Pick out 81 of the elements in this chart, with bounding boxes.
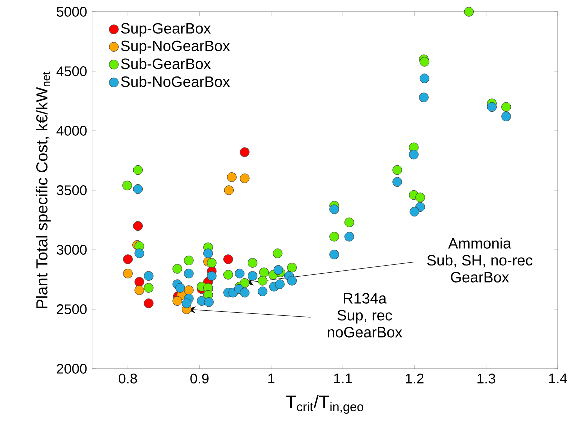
point — [207, 258, 217, 268]
point — [392, 177, 402, 188]
point — [134, 248, 144, 258]
y-tick-label: 4500 — [56, 66, 87, 76]
point — [204, 298, 214, 308]
point — [487, 102, 497, 112]
annotation: R134a Sup, rec noGearBox — [328, 293, 403, 338]
point — [227, 172, 237, 182]
point — [133, 221, 144, 232]
point — [184, 286, 194, 296]
x-tick-label: 1.4 — [549, 374, 568, 384]
point — [184, 256, 194, 266]
point — [182, 298, 192, 308]
point — [133, 165, 144, 176]
point — [235, 268, 245, 279]
point — [240, 278, 250, 288]
point — [144, 283, 154, 293]
annotation: Ammonia Sub, SH, no-rec GearBox — [427, 238, 533, 283]
y-tick-label: 2500 — [57, 304, 87, 314]
point — [502, 102, 512, 112]
point — [420, 74, 430, 84]
point — [134, 277, 144, 287]
point — [144, 298, 154, 308]
point — [287, 276, 298, 286]
point — [344, 232, 354, 242]
legend-label: Sub-GearBox — [121, 58, 212, 70]
y-tick-label: 5000 — [56, 7, 87, 17]
point — [240, 174, 250, 184]
point — [259, 268, 270, 278]
point — [409, 150, 419, 160]
point — [275, 280, 285, 290]
point — [419, 92, 429, 103]
legend-label: Sup-GearBox — [121, 23, 212, 37]
point — [416, 192, 426, 202]
point — [420, 57, 430, 67]
legend-label: Sub-NoGearBox — [121, 76, 230, 88]
point — [240, 288, 250, 298]
point — [204, 248, 214, 258]
y-tick-label: 2000 — [57, 364, 87, 374]
point — [248, 271, 258, 282]
point — [240, 148, 250, 158]
point — [274, 265, 284, 276]
y-axis-title: Plant Total specific Cost, k€/kW$_{net}$ — [36, 72, 51, 308]
point — [273, 248, 283, 258]
point — [184, 268, 194, 279]
point — [392, 165, 402, 176]
point — [410, 207, 420, 217]
point — [344, 218, 354, 228]
point — [207, 271, 217, 282]
point — [464, 7, 474, 17]
point — [122, 180, 132, 191]
point — [123, 254, 133, 264]
x-tick-label: 1 — [268, 374, 275, 384]
legend-label: Sup-NoGearBox — [121, 40, 230, 54]
point — [176, 283, 186, 293]
y-tick-label: 4000 — [56, 126, 87, 136]
point — [172, 296, 182, 306]
point — [330, 204, 340, 214]
y-tick-label: 3500 — [56, 186, 87, 196]
x-tick-label: 0.8 — [118, 374, 138, 384]
point — [224, 270, 234, 280]
point — [224, 186, 234, 196]
point — [172, 264, 182, 274]
point — [248, 258, 258, 268]
point — [224, 254, 234, 264]
point — [502, 112, 512, 122]
point — [330, 250, 340, 260]
point — [133, 184, 144, 194]
x-tick-label: 1.1 — [334, 374, 352, 384]
x-tick-label: 0.9 — [190, 374, 209, 384]
point — [330, 232, 340, 242]
x-tick-label: 1.3 — [478, 374, 496, 384]
point — [287, 263, 298, 273]
point — [258, 276, 268, 286]
point — [123, 268, 133, 279]
y-tick-label: 3000 — [56, 245, 87, 255]
point — [144, 271, 154, 282]
point — [134, 286, 144, 296]
x-axis-title: T$_{crit}$/T$_{in,geo}$ — [286, 395, 364, 414]
x-tick-label: 1.2 — [406, 374, 424, 384]
point — [258, 286, 268, 296]
